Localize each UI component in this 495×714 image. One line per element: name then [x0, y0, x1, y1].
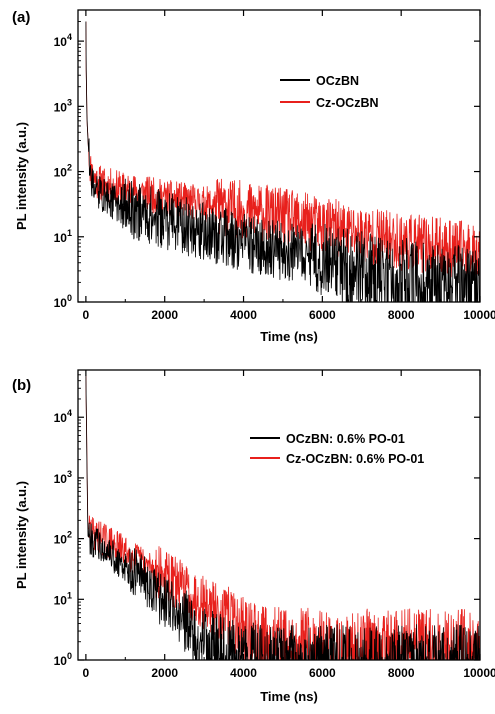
- y-tick-label: 100: [54, 293, 72, 310]
- legend: OCzBN Cz-OCzBN: [280, 74, 379, 110]
- x-tick-label: 6000: [309, 666, 336, 680]
- legend-label: Cz-OCzBN: [316, 96, 379, 110]
- x-tick-label: 10000: [463, 666, 495, 680]
- x-axis-label: Time (ns): [260, 689, 318, 704]
- x-tick-label: 0: [83, 308, 90, 322]
- x-tick-label: 4000: [230, 666, 257, 680]
- y-tick-label: 100: [54, 651, 72, 668]
- plot-frame: [77, 369, 481, 661]
- y-tick-label: 101: [54, 590, 72, 607]
- legend: OCzBN: 0.6% PO-01 Cz-OCzBN: 0.6% PO-01: [250, 432, 424, 466]
- y-tick-label: 104: [54, 408, 72, 425]
- y-axis-label: PL intensity (a.u.): [14, 481, 29, 589]
- y-axis-label: PL intensity (a.u.): [14, 122, 29, 230]
- x-tick-label: 0: [83, 666, 90, 680]
- y-tick-label: 102: [54, 530, 72, 547]
- legend-label: OCzBN: [316, 74, 359, 88]
- series-line-cz-oczbn-0-6-po-01: [85, 374, 480, 660]
- x-tick-label: 2000: [151, 666, 178, 680]
- series-line-oczbn-0-6-po-01: [85, 374, 480, 660]
- y-tick-label: 103: [54, 97, 72, 114]
- chart-panel-a: 0 2000 4000 6000 8000 10000 100 101 102 103 104 Tim…: [12, 9, 495, 344]
- y-tick-label: 103: [54, 469, 72, 486]
- panel-label: (a): [12, 9, 30, 26]
- x-tick-label: 8000: [388, 308, 415, 322]
- series-line-oczbn: [85, 21, 480, 302]
- y-tick-label: 104: [54, 32, 72, 49]
- x-tick-label: 10000: [463, 308, 495, 322]
- legend-label: OCzBN: 0.6% PO-01: [286, 432, 405, 446]
- legend-label: Cz-OCzBN: 0.6% PO-01: [286, 452, 424, 466]
- x-tick-label: 6000: [309, 308, 336, 322]
- y-tick-label: 101: [54, 228, 72, 245]
- y-tick-label: 102: [54, 163, 72, 180]
- series-line-cz-oczbn: [85, 21, 480, 278]
- x-tick-label: 8000: [388, 666, 415, 680]
- panel-label: (b): [12, 377, 31, 394]
- chart-panel-b: 0 2000 4000 6000 8000 10000 100 101 102 103 104 Tim…: [12, 369, 495, 704]
- plot-frame: [77, 9, 481, 303]
- x-tick-label: 2000: [151, 308, 178, 322]
- x-axis-label: Time (ns): [260, 329, 318, 344]
- x-tick-label: 4000: [230, 308, 257, 322]
